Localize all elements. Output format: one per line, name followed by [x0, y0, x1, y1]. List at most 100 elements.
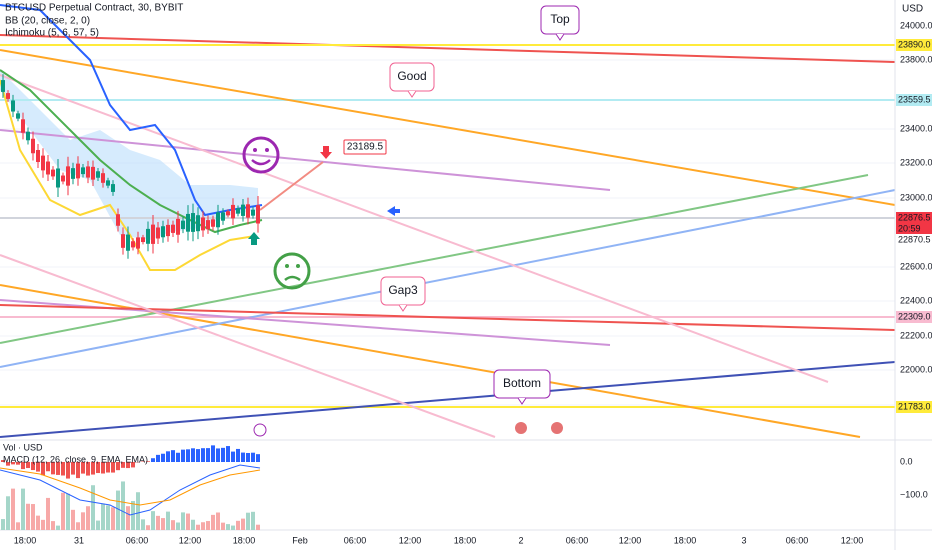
time-label: 18:00	[674, 535, 697, 545]
volume-bar	[181, 512, 185, 530]
macd-histogram	[86, 462, 90, 476]
macd-histogram	[246, 453, 250, 462]
sub-legend: MACD (12, 26, close, 9, EMA, EMA)	[3, 454, 148, 464]
candle-body	[146, 228, 150, 244]
callout-label: 23189.5	[347, 142, 384, 153]
volume-bar	[251, 511, 255, 530]
sub-legend: Vol · USD	[3, 442, 43, 452]
price-tag	[896, 39, 932, 51]
time-label: 18:00	[14, 535, 37, 545]
candle-body	[156, 227, 160, 239]
macd-histogram	[166, 451, 170, 462]
volume-bar	[231, 525, 235, 530]
volume-bar	[111, 507, 115, 530]
macd-histogram	[101, 462, 105, 474]
macd-histogram	[21, 462, 25, 470]
candle-body	[56, 168, 60, 188]
candle-body	[166, 224, 170, 237]
indicator-legend: Ichimoku (5, 6, 57, 5)	[5, 28, 99, 39]
macd-histogram	[221, 447, 225, 462]
volume-bar	[221, 522, 225, 530]
volume-bar	[206, 521, 210, 530]
candle-body	[226, 211, 230, 216]
volume-bar	[6, 496, 10, 530]
macd-histogram	[126, 462, 130, 469]
candle-body	[121, 234, 125, 248]
price-tag	[896, 223, 932, 235]
macd-histogram	[206, 448, 210, 462]
volume-bar	[31, 504, 35, 530]
candle-body	[71, 168, 75, 179]
price-label: 23800.0	[900, 54, 932, 64]
volume-bar	[66, 493, 70, 530]
volume-bar	[131, 501, 135, 530]
volume-bar	[121, 481, 125, 530]
volume-bar	[236, 520, 240, 530]
volume-bar	[101, 503, 105, 530]
callout-tail	[517, 397, 527, 405]
macd-histogram	[131, 462, 135, 468]
volume-bar	[196, 524, 200, 530]
candle-body	[36, 150, 40, 162]
candle-body	[21, 119, 25, 133]
price-tag	[896, 212, 932, 224]
volume-bar	[116, 490, 120, 530]
macd-histogram	[186, 449, 190, 462]
candle-body	[231, 204, 235, 219]
candle-body	[111, 184, 115, 192]
callout-tail	[555, 33, 565, 41]
volume-bar	[46, 497, 50, 530]
time-label: 06:00	[344, 535, 367, 545]
candle-body	[66, 166, 70, 186]
macd-histogram	[81, 462, 85, 474]
candle-body	[61, 175, 65, 182]
price-label: 23200.0	[900, 157, 932, 167]
volume-bar	[11, 488, 15, 530]
volume-bar	[71, 509, 75, 530]
volume-bar	[51, 521, 55, 530]
candle-body	[96, 171, 100, 178]
volume-bar	[26, 503, 30, 530]
macd-histogram	[121, 462, 125, 468]
volume-bar	[211, 514, 215, 530]
macd-histogram	[241, 452, 245, 462]
macd-histogram	[51, 462, 55, 475]
time-label: 06:00	[786, 535, 809, 545]
macd-histogram	[46, 462, 50, 472]
macd-histogram	[11, 462, 15, 465]
price-label: 24000.0	[900, 20, 932, 30]
time-label: 12:00	[179, 535, 202, 545]
macd-histogram	[16, 462, 20, 465]
price-tag	[896, 401, 932, 413]
candle-body	[101, 173, 105, 183]
price-label: 22400.0	[900, 295, 932, 305]
price-tag-label: 20:59	[898, 223, 921, 233]
candle-body	[11, 100, 15, 112]
price-tag-label: 23559.5	[898, 94, 931, 104]
macd-histogram	[181, 449, 185, 462]
time-label: 18:00	[233, 535, 256, 545]
price-tag	[896, 311, 932, 323]
volume-bar	[86, 506, 90, 530]
time-label: 06:00	[126, 535, 149, 545]
sub-axis-label: −100.0	[900, 489, 928, 499]
price-tag	[896, 234, 932, 246]
macd-histogram	[71, 462, 75, 475]
macd-histogram	[91, 462, 95, 475]
macd-histogram	[156, 454, 160, 462]
macd-histogram	[251, 452, 255, 462]
callout-label: Bottom	[503, 376, 541, 390]
volume-bar	[36, 515, 40, 530]
candle-body	[16, 113, 20, 119]
time-label: 12:00	[841, 535, 864, 545]
volume-bar	[176, 522, 180, 530]
macd-histogram	[151, 458, 155, 462]
time-label: 18:00	[454, 535, 477, 545]
macd-histogram	[196, 449, 200, 462]
macd-histogram	[6, 462, 10, 466]
macd-histogram	[231, 451, 235, 462]
macd-histogram	[26, 462, 30, 469]
volume-bar	[246, 512, 250, 530]
callout-label: Top	[550, 12, 570, 26]
